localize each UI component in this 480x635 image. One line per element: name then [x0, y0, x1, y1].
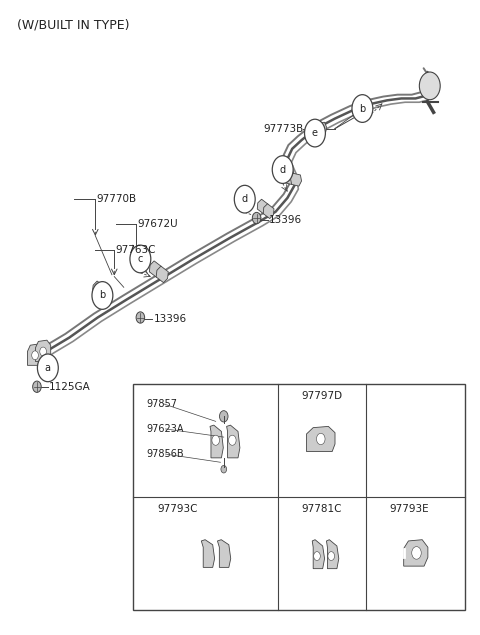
Text: 97763C: 97763C — [116, 244, 156, 255]
Polygon shape — [315, 123, 327, 135]
Polygon shape — [93, 281, 105, 298]
Polygon shape — [326, 540, 339, 569]
Text: a: a — [141, 392, 146, 401]
Circle shape — [135, 498, 152, 521]
Text: d: d — [285, 505, 291, 514]
Text: 97793C: 97793C — [157, 504, 197, 514]
Polygon shape — [210, 425, 223, 458]
Text: e: e — [373, 505, 379, 514]
Text: 97857: 97857 — [146, 399, 178, 409]
Polygon shape — [227, 425, 240, 458]
Circle shape — [136, 312, 144, 323]
Circle shape — [280, 385, 297, 408]
Circle shape — [352, 95, 373, 123]
Text: 13396: 13396 — [268, 215, 301, 225]
Circle shape — [212, 435, 219, 445]
Text: 13396: 13396 — [154, 314, 187, 324]
Text: d: d — [242, 194, 248, 204]
Text: 97773B: 97773B — [264, 124, 304, 133]
Polygon shape — [312, 540, 324, 569]
Polygon shape — [36, 340, 51, 361]
Polygon shape — [99, 286, 111, 303]
Circle shape — [135, 385, 152, 408]
Polygon shape — [217, 540, 231, 568]
Circle shape — [228, 435, 236, 445]
Polygon shape — [257, 199, 268, 214]
Circle shape — [313, 552, 320, 561]
Bar — [133, 384, 466, 610]
Text: 97623A: 97623A — [146, 424, 184, 434]
Circle shape — [92, 281, 113, 309]
Text: 97770B: 97770B — [96, 194, 137, 204]
Text: c: c — [141, 505, 146, 514]
Circle shape — [420, 72, 440, 100]
Text: b: b — [360, 104, 366, 114]
Polygon shape — [27, 344, 43, 365]
Circle shape — [130, 245, 151, 273]
Polygon shape — [284, 171, 295, 185]
Circle shape — [328, 552, 335, 561]
Circle shape — [368, 498, 384, 521]
Circle shape — [252, 212, 261, 224]
Text: b: b — [285, 392, 291, 401]
Text: 1125GA: 1125GA — [49, 382, 91, 392]
Circle shape — [412, 547, 421, 559]
Circle shape — [219, 411, 228, 422]
Text: a: a — [45, 363, 51, 373]
Circle shape — [316, 433, 325, 444]
Circle shape — [272, 156, 293, 184]
Polygon shape — [201, 540, 215, 568]
Circle shape — [33, 381, 41, 392]
Text: 97797D: 97797D — [301, 391, 343, 401]
Circle shape — [221, 465, 227, 473]
Polygon shape — [309, 123, 320, 135]
Text: 97856B: 97856B — [146, 449, 184, 459]
Text: d: d — [280, 164, 286, 175]
Circle shape — [304, 119, 325, 147]
Circle shape — [32, 351, 38, 359]
Text: 97672U: 97672U — [137, 219, 178, 229]
Text: (W/BUILT IN TYPE): (W/BUILT IN TYPE) — [17, 18, 130, 32]
Polygon shape — [307, 426, 335, 451]
Circle shape — [234, 185, 255, 213]
Text: b: b — [99, 290, 106, 300]
Polygon shape — [149, 261, 161, 277]
Polygon shape — [404, 540, 428, 566]
Text: e: e — [312, 128, 318, 138]
Polygon shape — [263, 204, 274, 218]
Circle shape — [40, 347, 47, 356]
Text: 97781C: 97781C — [301, 504, 342, 514]
Circle shape — [37, 354, 58, 382]
Text: c: c — [138, 254, 143, 264]
Polygon shape — [290, 173, 301, 186]
Polygon shape — [156, 266, 168, 283]
Text: 97793E: 97793E — [389, 504, 429, 514]
Circle shape — [280, 498, 297, 521]
